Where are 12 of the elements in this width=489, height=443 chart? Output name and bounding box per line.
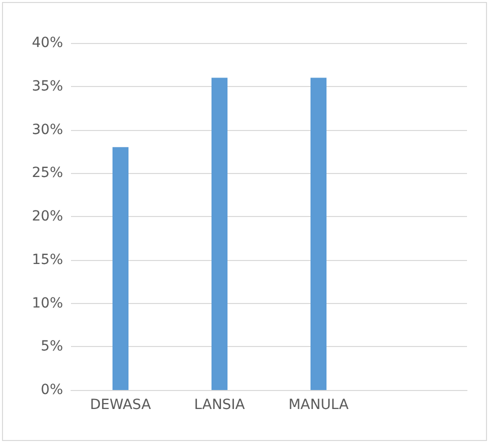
y-tick-label: 25% [32, 165, 63, 182]
y-tick-label: 15% [32, 252, 63, 268]
x-tick-label: DEWASA [90, 397, 152, 413]
y-tick-label: 10% [32, 295, 63, 312]
y-tick-label: 5% [40, 338, 63, 355]
y-tick-label: 0% [40, 382, 63, 398]
x-tick-label: MANULA [288, 397, 349, 413]
x-tick-label: LANSIA [194, 397, 246, 413]
y-tick-label: 20% [32, 208, 63, 224]
y-tick-label: 30% [32, 122, 63, 138]
y-tick-label: 40% [32, 35, 63, 51]
y-tick-label: 35% [32, 78, 63, 94]
